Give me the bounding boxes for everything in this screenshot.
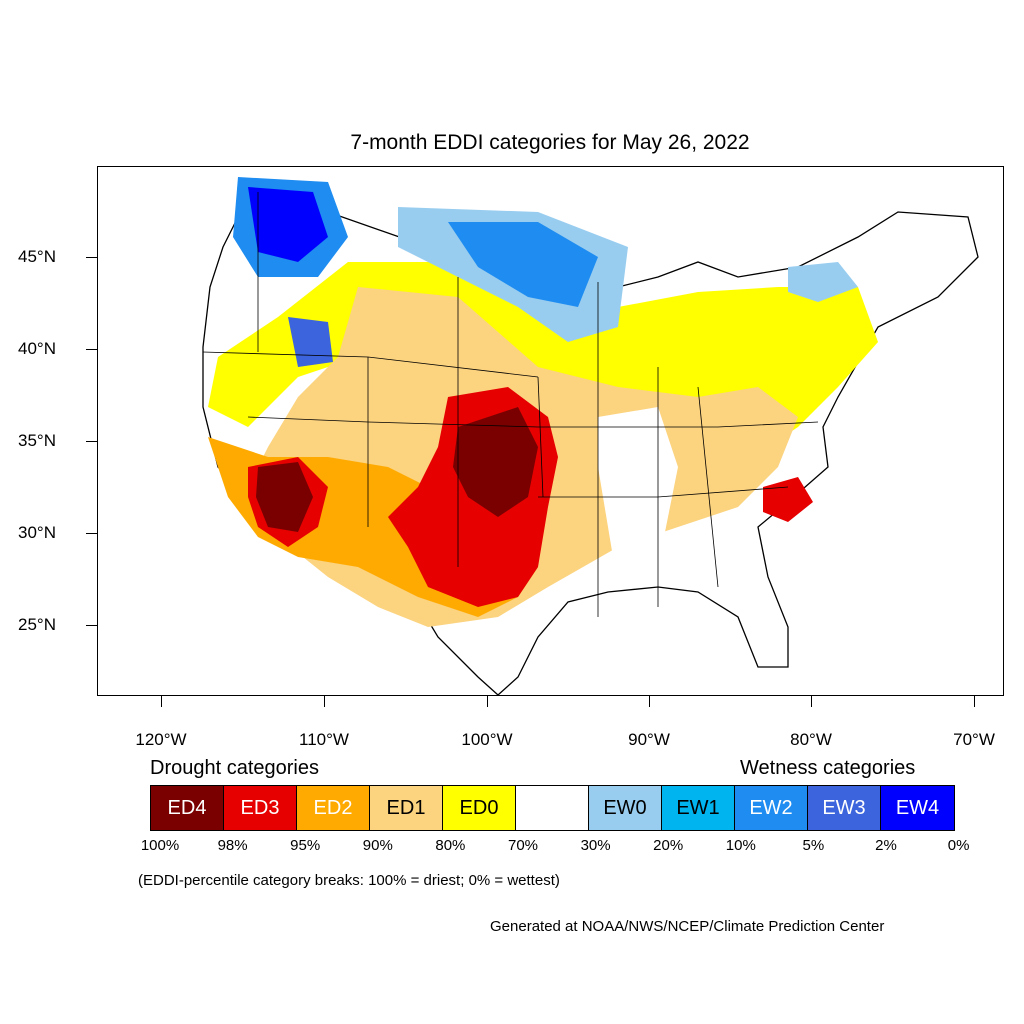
map-title: 7-month EDDI categories for May 26, 2022 [350,131,750,154]
lat-label-35: 35°N [18,431,56,450]
region-ed4-panhandle [453,407,538,517]
lon-tick [161,696,162,707]
lat-tick [86,533,97,534]
category-shading [208,177,878,627]
region-ew-idaho [288,317,333,367]
credit-text: Generated at NOAA/NWS/NCEP/Climate Predi… [490,918,885,935]
lon-tick [487,696,488,707]
legend-swatch: ED3 [224,786,297,830]
lon-tick [649,696,650,707]
lon-tick [811,696,812,707]
legend-swatch: EW2 [735,786,808,830]
legend-swatch: EW4 [881,786,954,830]
state-borders [202,192,819,617]
lon-label-110: 110°W [299,730,349,749]
legend-break-label: 2% [875,837,897,854]
legend-break-label: 5% [802,837,825,854]
lat-tick [86,257,97,258]
legend-break-label: 98% [217,837,248,854]
legend-swatch: ED1 [370,786,443,830]
legend-break-label: 70% [507,837,539,854]
legend-break-label: 0% [947,837,970,854]
legend-wetness-title: Wetness categories [740,757,916,779]
legend-swatch [516,786,589,830]
lat-label-45: 45°N [18,247,56,266]
legend-swatch: ED4 [151,786,224,830]
region-ew4-northwest [248,187,328,262]
legend-break-label: 30% [580,837,611,854]
region-ew-newengland [788,262,858,302]
lat-label-30: 30°N [18,523,56,542]
lon-tick [324,696,325,707]
lon-tick [974,696,975,707]
legend-drought-title: Drought categories [150,757,319,779]
legend-swatch: ED2 [297,786,370,830]
lon-label-70: 70°W [953,730,995,749]
lat-tick [86,441,97,442]
legend-swatch: ED0 [443,786,516,830]
lat-label-40: 40°N [18,339,56,358]
lat-tick [86,625,97,626]
legend-break-label: 95% [290,837,321,854]
lon-label-90: 90°W [628,730,670,749]
legend-break-label: 20% [653,837,684,854]
lon-label-120: 120°W [135,730,187,749]
region-ed4-arizona [256,462,313,532]
lon-label-80: 80°W [790,730,832,749]
lat-tick [86,349,97,350]
lat-label-25: 25°N [18,615,56,634]
legend-break-label: 90% [362,837,393,854]
legend-note: (EDDI-percentile category breaks: 100% =… [138,872,560,889]
legend-colorbar: ED4 ED3 ED2 ED1 ED0 EW0 EW1 EW2 EW3 EW4 [150,785,955,831]
map-frame [97,166,1004,696]
legend-swatch: EW3 [808,786,881,830]
lon-label-100: 100°W [461,730,513,749]
legend-break-label: 80% [435,837,466,854]
legend-break-label: 100% [140,837,180,854]
legend-break-label: 10% [725,837,756,854]
legend-swatch: EW0 [589,786,662,830]
legend-swatch: EW1 [662,786,735,830]
region-ew1-northplains [448,222,598,307]
eddi-map [202,177,979,695]
